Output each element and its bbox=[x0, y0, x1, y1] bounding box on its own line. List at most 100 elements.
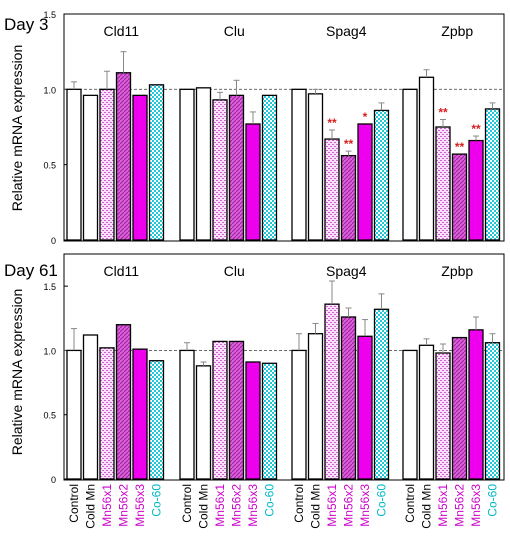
bar bbox=[245, 361, 261, 480]
bar bbox=[373, 308, 390, 480]
bar bbox=[82, 334, 99, 480]
significance-mark: ** bbox=[471, 122, 481, 136]
bar bbox=[402, 88, 418, 241]
treatment-label: Mn56x2 bbox=[453, 484, 467, 527]
bar bbox=[245, 123, 261, 241]
bar bbox=[195, 365, 212, 480]
y-tick-label: 0.5 bbox=[43, 161, 56, 171]
bar bbox=[291, 88, 307, 241]
bar bbox=[148, 84, 165, 241]
bar bbox=[402, 349, 418, 480]
panel-day61-bars bbox=[66, 280, 501, 480]
bar bbox=[115, 72, 132, 241]
gene-label: Clu bbox=[224, 263, 245, 279]
significance-mark: ** bbox=[455, 140, 465, 154]
treatment-label: Mn56x2 bbox=[117, 484, 131, 527]
panel-day61-frame bbox=[63, 253, 505, 481]
y-tick-label: 1.5 bbox=[43, 10, 56, 20]
treatment-label: Mn56x3 bbox=[358, 484, 372, 527]
treatment-label: Cold Mn bbox=[84, 484, 98, 529]
treatment-label: Co-60 bbox=[486, 484, 500, 517]
treatment-label: Mn56x1 bbox=[213, 484, 227, 527]
panel-day3-frame bbox=[63, 13, 505, 242]
bar bbox=[324, 138, 340, 241]
gene-label: Clu bbox=[224, 23, 245, 39]
bar bbox=[212, 99, 228, 241]
treatment-label: Mn56x1 bbox=[436, 484, 450, 527]
bar bbox=[212, 340, 228, 480]
treatment-label: Mn56x3 bbox=[246, 484, 260, 527]
bar bbox=[228, 340, 245, 480]
y-tick-label: 1.5 bbox=[43, 282, 56, 292]
treatment-label: Mn56x2 bbox=[342, 484, 356, 527]
gene-label: Zpbp bbox=[441, 263, 473, 279]
bar bbox=[451, 153, 468, 241]
treatment-label: Mn56x1 bbox=[325, 484, 339, 527]
treatment-label: Cold Mn bbox=[197, 484, 211, 529]
treatment-label: Control bbox=[180, 484, 194, 523]
panel-day3: Day 3 Relative mRNA expression 0 0.5 1.0 1.… bbox=[4, 10, 505, 246]
treatment-labels: Control Cold Mn Mn56x1 Mn56x2 Mn56x3 Co-60 Con… bbox=[67, 484, 500, 529]
treatment-label: Mn56x3 bbox=[133, 484, 147, 527]
panel-day3-ylabel: Relative mRNA expression bbox=[9, 45, 25, 212]
treatment-label: Mn56x2 bbox=[230, 484, 244, 527]
bar bbox=[195, 87, 212, 241]
bar bbox=[66, 88, 82, 241]
bar bbox=[468, 329, 484, 480]
treatment-label: Mn56x3 bbox=[469, 484, 483, 527]
bar bbox=[418, 344, 435, 480]
bar bbox=[115, 324, 132, 480]
bar bbox=[357, 123, 373, 241]
treatment-label: Co-60 bbox=[263, 484, 277, 517]
bar bbox=[484, 342, 501, 480]
bar bbox=[468, 139, 484, 241]
treatment-label: Co-60 bbox=[375, 484, 389, 517]
bar bbox=[307, 333, 324, 480]
significance-mark: ** bbox=[344, 137, 354, 151]
gene-label: Zpbp bbox=[441, 23, 473, 39]
panel-day3-group-labels: Cld11 Clu Spag4 Zpbp bbox=[103, 23, 473, 39]
y-tick-label: 0 bbox=[51, 475, 56, 485]
significance-mark: ** bbox=[438, 105, 448, 119]
significance-mark: ** bbox=[327, 116, 337, 130]
panel-day61-ylabel: Relative mRNA expression bbox=[9, 289, 25, 456]
panel-day3-title: Day 3 bbox=[4, 15, 48, 34]
bar bbox=[307, 93, 324, 241]
bar bbox=[99, 88, 115, 241]
bar bbox=[418, 76, 435, 241]
y-tick-label: 1.0 bbox=[43, 346, 56, 356]
bar bbox=[435, 126, 451, 241]
bar bbox=[261, 94, 278, 241]
y-tick-label: 0.5 bbox=[43, 411, 56, 421]
bar bbox=[179, 88, 195, 241]
bar bbox=[66, 349, 82, 480]
bar bbox=[484, 108, 501, 241]
bar bbox=[435, 352, 451, 480]
gene-label: Spag4 bbox=[326, 263, 367, 279]
bar bbox=[82, 94, 99, 241]
gene-label: Cld11 bbox=[103, 23, 139, 39]
treatment-label: Mn56x1 bbox=[100, 484, 114, 527]
bar bbox=[340, 154, 357, 241]
bar bbox=[132, 94, 148, 241]
bar bbox=[340, 316, 357, 480]
gene-label: Cld11 bbox=[103, 263, 139, 279]
bar bbox=[99, 347, 115, 480]
y-tick-label: 1.0 bbox=[43, 85, 56, 95]
treatment-label: Cold Mn bbox=[309, 484, 323, 529]
panel-day3-bars: ***** ****** bbox=[66, 51, 501, 241]
bar bbox=[228, 94, 245, 241]
bar bbox=[373, 109, 390, 241]
bar bbox=[291, 349, 307, 480]
treatment-label: Control bbox=[292, 484, 306, 523]
panel-day61: Day 61 Relative mRNA expression 0 0.5 1.0 1… bbox=[4, 253, 505, 485]
treatment-label: Control bbox=[67, 484, 81, 523]
gene-label: Spag4 bbox=[326, 23, 367, 39]
bar bbox=[324, 303, 340, 480]
y-tick-label: 0 bbox=[51, 236, 56, 246]
bar bbox=[451, 336, 468, 480]
bar bbox=[261, 362, 278, 480]
panel-day61-title: Day 61 bbox=[4, 261, 58, 280]
treatment-label: Cold Mn bbox=[420, 484, 434, 529]
